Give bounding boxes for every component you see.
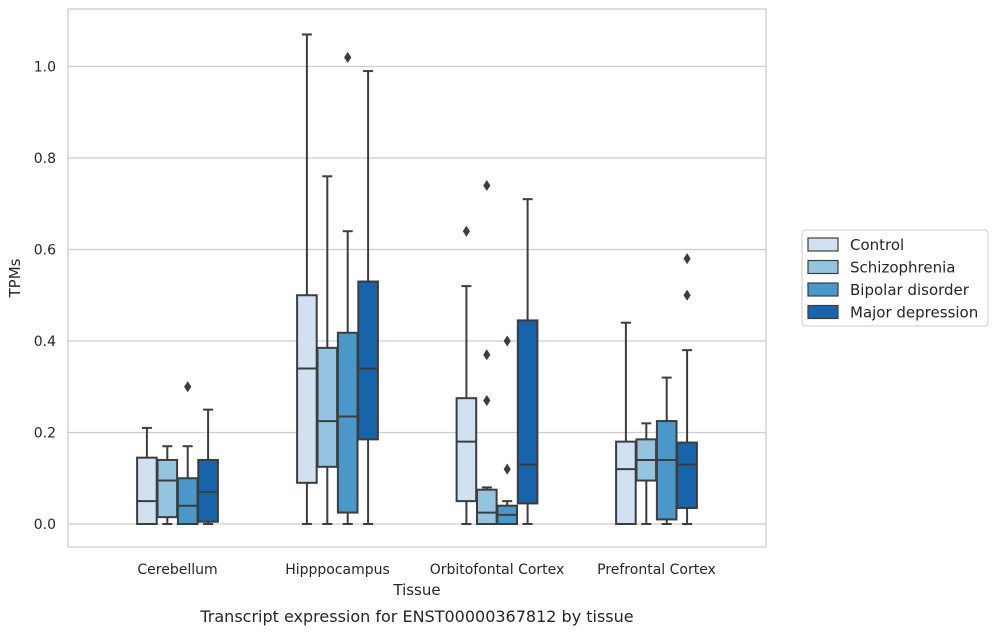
box-iqr (176, 477, 199, 525)
box-bipolar-disorder (336, 51, 359, 525)
box-bipolar-disorder (176, 381, 199, 525)
x-tick-label: Orbitofontal Cortex (430, 562, 565, 578)
legend-swatch (807, 282, 839, 297)
outlier-point (683, 253, 691, 265)
legend: Control Schizophrenia Bipolar disorder Majo… (801, 229, 989, 327)
chart-caption: Transcript expression for ENST0000036781… (199, 607, 633, 626)
x-axis-label: Tissue (392, 581, 440, 599)
x-axis-ticks: Cerebellum Hipppocampus Orbitofontal Corte… (137, 562, 715, 578)
y-axis-ticks: 0.0 0.2 0.4 0.6 0.8 1.0 (34, 60, 56, 534)
box-iqr (197, 458, 219, 523)
box-schizophrenia (476, 179, 498, 525)
box-iqr (357, 280, 379, 441)
box-iqr (476, 488, 498, 525)
box-major-depression (197, 408, 219, 525)
legend-entry: Bipolar disorder (850, 281, 970, 299)
x-tick-label: Prefrontal Cortex (597, 562, 716, 578)
outlier-point (184, 381, 192, 393)
y-tick-label: 0.0 (34, 517, 56, 533)
outlier-point (344, 51, 352, 63)
x-tick-label: Cerebellum (137, 562, 217, 578)
box-schizophrenia (156, 445, 179, 525)
box-iqr (156, 458, 179, 519)
box-major-depression (357, 70, 379, 525)
box-control (615, 321, 637, 525)
outlier-point (503, 335, 511, 347)
y-tick-label: 0.8 (34, 151, 56, 167)
box-iqr (296, 294, 318, 484)
legend-frame (801, 229, 989, 327)
outlier-point (683, 289, 691, 301)
box-bipolar-disorder (496, 335, 518, 526)
legend-entry: Control (850, 236, 904, 254)
box-bipolar-disorder (655, 376, 678, 525)
box-major-depression (676, 253, 698, 525)
box-schizophrenia (635, 422, 658, 525)
box-iqr (516, 319, 539, 505)
y-tick-label: 1.0 (34, 60, 56, 76)
box-iqr (676, 441, 698, 509)
outlier-point (483, 394, 491, 406)
plot-frame (67, 8, 767, 548)
outlier-point (462, 225, 470, 237)
box-plot-series (136, 33, 698, 526)
x-tick-label: Hipppocampus (285, 562, 390, 578)
legend-swatch (807, 237, 839, 252)
box-iqr (615, 440, 637, 525)
legend-entry: Major depression (850, 304, 978, 322)
box-control (455, 225, 478, 525)
box-iqr (316, 346, 339, 468)
legend-entry: Schizophrenia (850, 259, 955, 277)
y-axis-label: TPMs (6, 258, 24, 298)
box-schizophrenia (316, 175, 339, 525)
box-iqr (455, 397, 478, 503)
box-iqr (336, 331, 359, 514)
legend-swatch (807, 304, 839, 320)
box-control (136, 426, 158, 526)
box-iqr (655, 420, 678, 521)
y-tick-label: 0.6 (34, 243, 56, 259)
box-iqr (136, 456, 158, 526)
y-tick-label: 0.2 (34, 426, 56, 442)
box-major-depression (516, 198, 539, 525)
y-tick-label: 0.4 (34, 334, 56, 350)
outlier-point (503, 463, 511, 475)
outlier-point (483, 179, 491, 191)
box-control (296, 33, 318, 525)
outlier-point (483, 349, 491, 361)
legend-swatch (807, 259, 839, 275)
